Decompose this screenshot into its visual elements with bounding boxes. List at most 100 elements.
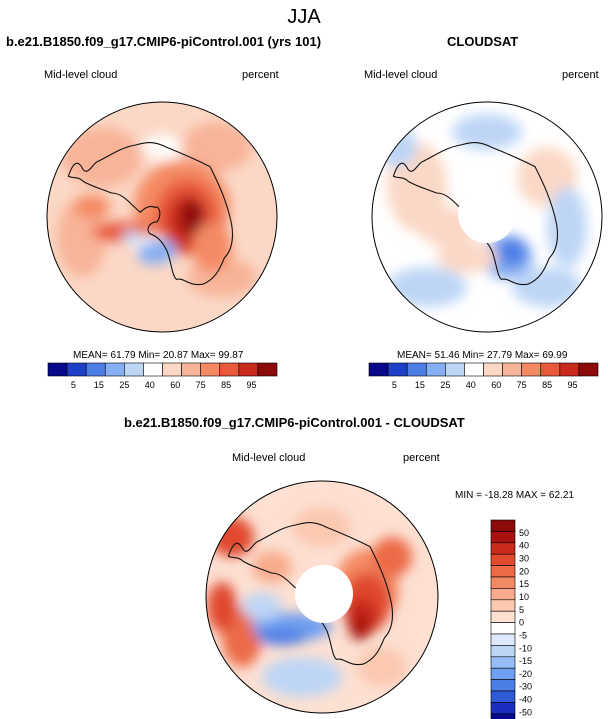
obs-colorbar-swatch	[445, 362, 465, 377]
obs-map	[371, 101, 603, 333]
diff-colorbar-swatch	[490, 679, 516, 692]
diff-colorbar-tick-label: -10	[519, 643, 532, 653]
obs-field-region	[387, 267, 467, 307]
diff-boundary	[205, 480, 439, 714]
diff-colorbar-swatch	[490, 599, 516, 612]
diff-colorbar-swatch	[490, 519, 516, 532]
obs-colorbar-tick-label: 5	[392, 380, 397, 390]
model-colorbar-swatch	[238, 362, 259, 377]
model-colorbar-tick-label: 85	[221, 380, 231, 390]
model-field-region	[180, 199, 204, 235]
obs-field-region	[377, 127, 417, 167]
obs-field-region	[452, 114, 522, 150]
model-colorbar-tick-label: 60	[170, 380, 180, 390]
model-field-region	[137, 239, 177, 265]
obs-pole-hole	[458, 185, 516, 243]
model-colorbar-swatch	[257, 362, 278, 377]
diff-field-region	[350, 613, 370, 641]
obs-colorbar-tick-label: 40	[466, 380, 476, 390]
diff-colorbar-swatch	[490, 713, 516, 719]
diff-colorbar-tick-label: 50	[519, 528, 529, 538]
diff-field-region	[207, 582, 237, 632]
diff-field-region	[252, 551, 292, 583]
obs-colorbar-swatch	[464, 362, 484, 377]
diff-colorbar-tick-label: 0	[519, 618, 524, 628]
diff-colorbar-swatch	[490, 588, 516, 601]
diff-colorbar-swatch	[490, 576, 516, 589]
diff-colorbar-tick-label: -5	[519, 630, 527, 640]
diff-field-region	[292, 507, 352, 547]
obs-field-region	[437, 241, 497, 273]
model-field-region	[122, 231, 142, 243]
diff-field-region	[262, 657, 342, 697]
diff-colorbar-tick-label: 40	[519, 541, 529, 551]
diff-colorbar-tick-label: 5	[519, 605, 524, 615]
model-colorbar-tick-label: 5	[71, 380, 76, 390]
diff-colorbar-tick-label: 20	[519, 566, 529, 576]
diff-colorbar-tick-label: 15	[519, 579, 529, 589]
obs-colorbar-swatch	[368, 362, 389, 377]
obs-colorbar-swatch	[406, 362, 427, 377]
model-boundary	[46, 101, 278, 333]
diff-colorbar-tick-label: 10	[519, 592, 529, 602]
model-stats: MEAN= 61.79 Min= 20.87 Max= 99.87	[73, 350, 244, 361]
model-colorbar-tick-label: 40	[145, 380, 155, 390]
diff-field-region	[357, 647, 407, 687]
model-colorbar-swatch	[200, 362, 221, 377]
model-colorbar-tick-label: 75	[196, 380, 206, 390]
diff-colorbar-swatch	[490, 622, 516, 635]
obs-colorbar-tick-label: 95	[568, 380, 578, 390]
diff-field-region	[242, 593, 282, 621]
obs-colorbar-swatch	[578, 362, 599, 377]
obs-stats: MEAN= 51.46 Min= 27.79 Max= 69.99	[397, 350, 568, 361]
model-colorbar-swatch	[162, 362, 182, 377]
obs-colorbar-tick-label: 15	[415, 380, 425, 390]
obs-field-region	[498, 238, 526, 266]
obs-colorbar-swatch	[502, 362, 522, 377]
diff-colorbar-swatch	[490, 656, 516, 669]
obs-colorbar-tick-label: 85	[542, 380, 552, 390]
model-units-label: percent	[242, 69, 279, 81]
diff-panel-title: b.e21.B1850.f09_g17.CMIP6-piControl.001 …	[124, 415, 465, 430]
obs-colorbar-swatch	[483, 362, 503, 377]
diff-colorbar-swatch	[490, 553, 516, 566]
obs-units-label: percent	[562, 69, 599, 81]
model-colorbar-swatch	[124, 362, 144, 377]
diff-field-region	[372, 537, 412, 577]
model-field-region	[74, 195, 110, 219]
diff-colorbar-tick-label: -30	[519, 682, 532, 692]
model-field-region	[62, 127, 142, 187]
diff-colorbar-swatch	[490, 565, 516, 578]
model-panel-title: b.e21.B1850.f09_g17.CMIP6-piControl.001 …	[6, 34, 322, 49]
model-colorbar-swatch	[47, 362, 68, 377]
model-colorbar-tick-label: 95	[247, 380, 257, 390]
obs-colorbar-swatch	[521, 362, 542, 377]
diff-colorbar-tick-label: -50	[519, 707, 532, 717]
diff-colorbar-swatch	[490, 542, 516, 555]
diff-map	[205, 480, 439, 714]
diff-colorbar-tick-label: -40	[519, 695, 532, 705]
model-map	[46, 101, 278, 333]
obs-field-region	[512, 267, 582, 307]
model-colorbar-swatch	[219, 362, 240, 377]
obs-colorbar-tick-label: 25	[440, 380, 450, 390]
diff-units-label: percent	[403, 452, 440, 464]
model-colorbar-swatch	[66, 362, 87, 377]
model-colorbar-swatch	[143, 362, 163, 377]
diff-colorbar-swatch	[490, 633, 516, 646]
obs-colorbar-swatch	[540, 362, 561, 377]
model-variable-label: Mid-level cloud	[44, 69, 118, 81]
obs-colorbar-tick-label: 75	[517, 380, 527, 390]
diff-colorbar-tick-label: 30	[519, 553, 529, 563]
page-title: JJA	[287, 6, 321, 28]
diff-colorbar-tick-label: -15	[519, 656, 532, 666]
diff-field-region	[257, 629, 307, 645]
obs-colorbar-swatch	[425, 362, 446, 377]
diff-colorbar-swatch	[490, 610, 516, 623]
model-field-region	[192, 222, 232, 272]
diff-stats: MIN = -18.28 MAX = 62.21	[455, 490, 574, 501]
obs-panel-title: CLOUDSAT	[447, 34, 519, 49]
diff-colorbar-swatch	[490, 645, 516, 658]
